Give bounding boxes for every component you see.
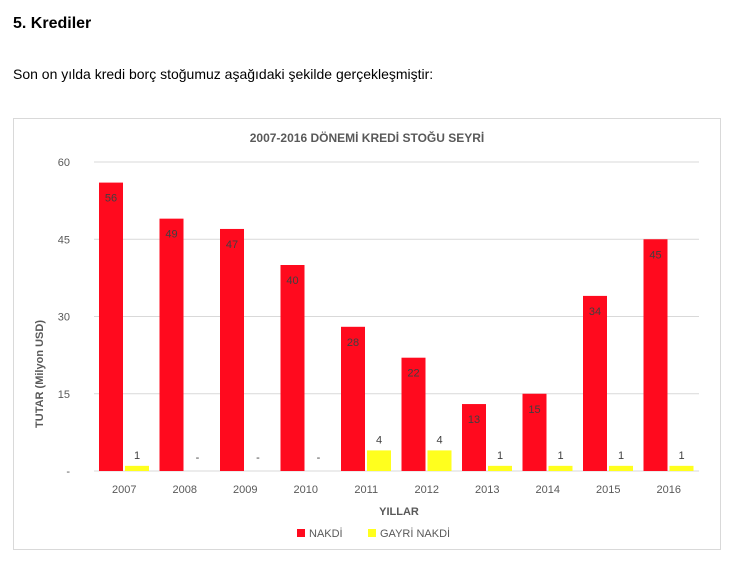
data-label-nakdi: 45 [649, 249, 661, 261]
data-label-gayri-nakdi: - [317, 452, 321, 464]
bar-nakdi [583, 295, 607, 471]
x-tick-label: 2012 [415, 484, 439, 496]
bar-gayri-nakdi [669, 465, 694, 471]
data-label-nakdi: 28 [347, 337, 359, 349]
bar-nakdi [280, 265, 305, 471]
x-tick-label: 2013 [475, 484, 499, 496]
x-axis-label: YILLAR [379, 506, 419, 518]
data-label-nakdi: 34 [589, 306, 601, 318]
y-tick-label: 30 [58, 312, 70, 324]
bar-nakdi [643, 239, 668, 471]
legend-swatch-nakdi [297, 529, 305, 537]
legend-label-gayri-nakdi: GAYRİ NAKDİ [380, 527, 450, 540]
data-label-gayri-nakdi: 1 [497, 450, 503, 462]
legend-swatch-gayri-nakdi [368, 529, 376, 537]
data-label-nakdi: 22 [407, 368, 419, 380]
x-tick-label: 2007 [112, 484, 136, 496]
y-axis-label: TUTAR (Milyon USD) [34, 320, 46, 428]
y-tick-label: 15 [58, 389, 70, 401]
bar-gayri-nakdi [367, 450, 391, 471]
y-axis: - 15 30 45 60 [58, 157, 71, 478]
legend: NAKDİ GAYRİ NAKDİ [297, 527, 450, 540]
data-label-gayri-nakdi: 4 [376, 434, 382, 446]
data-label-nakdi: 47 [226, 239, 238, 251]
bar-gayri-nakdi [488, 465, 512, 471]
x-tick-label: 2016 [657, 484, 681, 496]
x-axis: 2007 2008 2009 2010 2011 2012 2013 2014 2015 2016 [112, 484, 681, 496]
data-label-gayri-nakdi: 4 [436, 434, 442, 446]
legend-label-nakdi: NAKDİ [309, 527, 343, 540]
bar-nakdi [401, 357, 426, 471]
x-tick-label: 2011 [354, 484, 378, 496]
data-label-nakdi: 56 [105, 193, 117, 205]
y-tick-label: 45 [58, 234, 70, 246]
chart-frame: 2007-2016 DÖNEMİ KREDİ STOĞU SEYRİ - 15 30… [13, 118, 721, 550]
intro-text: Son on yılda kredi borç stoğumuz aşağıda… [13, 66, 434, 82]
data-label-gayri-nakdi: 1 [618, 450, 624, 462]
data-label-nakdi: 15 [528, 404, 540, 416]
data-label-gayri-nakdi: - [196, 452, 200, 464]
x-tick-label: 2008 [173, 484, 197, 496]
chart-title: 2007-2016 DÖNEMİ KREDİ STOĞU SEYRİ [250, 130, 485, 145]
bar-nakdi [462, 404, 486, 471]
x-tick-label: 2010 [294, 484, 318, 496]
bars: 56 1 49 - 47 - 40 - 28 4 22 4 13 1 15 1 34 1 45 1 [99, 182, 694, 471]
data-label-nakdi: 49 [165, 229, 177, 241]
bar-nakdi [99, 182, 123, 471]
bar-gayri-nakdi [427, 450, 452, 471]
data-label-gayri-nakdi: 1 [678, 450, 684, 462]
x-tick-label: 2014 [536, 484, 560, 496]
bar-gayri-nakdi [125, 465, 149, 471]
data-label-gayri-nakdi: 1 [134, 450, 140, 462]
bar-nakdi [159, 218, 184, 471]
credit-stock-chart: 2007-2016 DÖNEMİ KREDİ STOĞU SEYRİ - 15 30… [34, 130, 699, 540]
y-tick-label: 60 [58, 157, 70, 169]
data-label-nakdi: 40 [286, 275, 298, 287]
bar-gayri-nakdi [548, 465, 573, 471]
bar-gayri-nakdi [609, 465, 633, 471]
data-label-gayri-nakdi: - [256, 452, 260, 464]
y-tick-label: - [66, 466, 70, 478]
bar-nakdi [220, 228, 244, 471]
gridlines [94, 161, 699, 472]
x-tick-label: 2015 [596, 484, 620, 496]
section-heading: 5. Krediler [13, 15, 92, 32]
bar-nakdi [341, 326, 365, 471]
data-label-nakdi: 13 [468, 414, 480, 426]
bar-nakdi [522, 393, 547, 471]
x-tick-label: 2009 [233, 484, 257, 496]
data-label-gayri-nakdi: 1 [557, 450, 563, 462]
